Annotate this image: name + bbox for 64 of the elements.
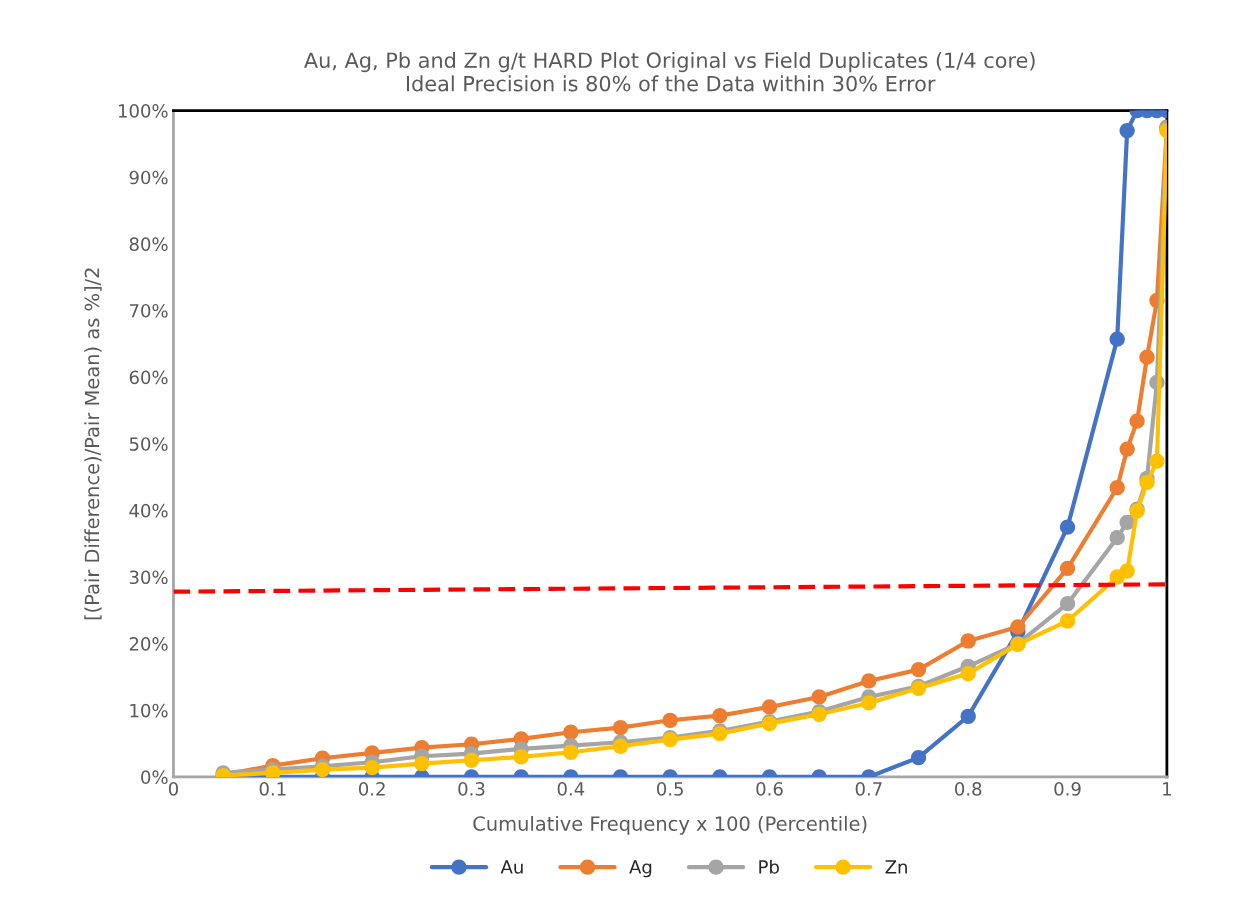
point [1059, 519, 1076, 535]
chart-title: Au, Ag, Pb and Zn g/t HARD Plot Original vs Field Duplicates (1/4 core) Ideal Precision is 80% of the Data within 30% Error [304, 51, 1035, 92]
y-tick-label: 70% [129, 303, 168, 318]
point [1059, 596, 1076, 612]
point [1119, 514, 1135, 531]
y-tick-label: 20% [129, 637, 168, 651]
point [612, 738, 629, 754]
x-tick-label: 0.6 [756, 782, 783, 796]
point [364, 759, 380, 776]
legend-label: Zn [885, 860, 907, 874]
legend-label: Pb [759, 859, 779, 874]
x-tick-label: 1 [1163, 782, 1171, 796]
point [1059, 613, 1076, 629]
point [1109, 530, 1125, 546]
y-tick-label: 60% [129, 370, 168, 385]
point [1139, 474, 1155, 491]
legend-label: Au [500, 860, 523, 874]
x-tick-label: 0 [168, 782, 179, 796]
y-tick-label: 50% [129, 437, 168, 451]
y-tick-label: 80% [129, 237, 168, 251]
y-tick-label: 100% [118, 104, 168, 118]
point [712, 707, 728, 724]
point [1119, 563, 1135, 579]
point [1059, 560, 1076, 576]
x-tick-label: 0.3 [458, 782, 485, 796]
x-tick-label: 0.1 [259, 782, 286, 796]
point [513, 749, 529, 765]
point [1119, 122, 1135, 139]
x-tick-label: 0.8 [955, 782, 982, 796]
x-tick-label: 0.2 [358, 782, 385, 796]
point [1139, 349, 1155, 365]
legend-label: Ag [629, 860, 652, 878]
point [761, 699, 778, 715]
point [1109, 480, 1125, 496]
y-tick-label: 10% [130, 703, 168, 718]
x-tick-label: 0.7 [855, 782, 882, 796]
y-tick-label: 40% [129, 503, 168, 518]
point [612, 719, 629, 736]
y-tick-label: 90% [129, 170, 168, 185]
point [910, 661, 927, 678]
point [910, 749, 927, 766]
point [1129, 413, 1145, 429]
point [1109, 331, 1125, 347]
point [563, 744, 579, 760]
point [960, 633, 976, 649]
point [1010, 619, 1026, 635]
x-tick-label: 0.9 [1054, 782, 1081, 796]
point [463, 752, 480, 768]
point [960, 665, 976, 682]
point [414, 755, 430, 772]
y-tick-label: 30% [129, 570, 168, 585]
point [563, 724, 579, 740]
point [1149, 453, 1165, 469]
x-axis-title: Cumulative Frequency x 100 (Percentile) [473, 815, 867, 835]
point [861, 673, 877, 689]
point [662, 712, 678, 728]
y-axis-title: [(Pair Difference)/Pair Mean) as %]/2 [84, 268, 102, 620]
y-tick-label: 0% [141, 770, 168, 785]
point [861, 695, 877, 711]
x-tick-label: 0.5 [657, 782, 683, 796]
x-tick-label: 0.4 [557, 782, 585, 796]
point [1119, 441, 1135, 457]
point [811, 689, 827, 705]
point [960, 708, 976, 724]
